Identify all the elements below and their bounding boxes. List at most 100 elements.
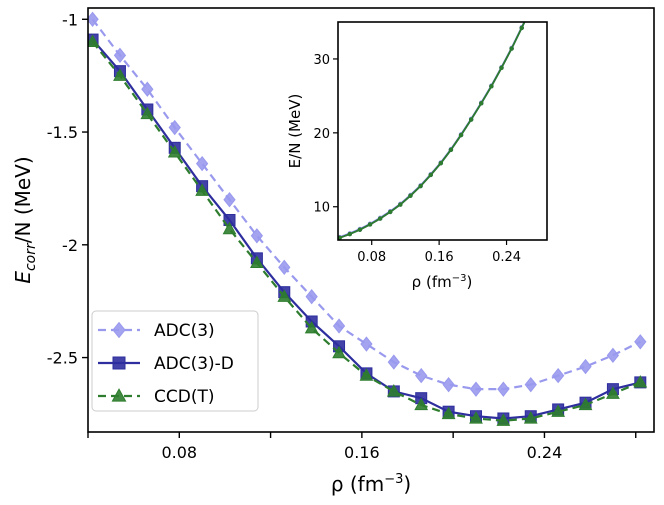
data-point-ccd-t — [140, 106, 155, 120]
data-point-ccd-t — [249, 255, 264, 269]
data-point-ccd-t — [88, 34, 100, 48]
data-point-adc-3 — [415, 367, 428, 384]
inset-data-point-ccd-t — [357, 227, 363, 232]
inset-x-label-tail: ) — [466, 273, 472, 291]
data-point-ccd-t — [167, 144, 182, 158]
inset-x-axis-label: ρ (fm−3) — [412, 273, 473, 291]
data-point-adc-3 — [223, 192, 236, 208]
main-x-label-main: ρ (fm — [331, 472, 384, 496]
inset-y-tick-label: 30 — [313, 53, 330, 68]
legend-label-adc-3-d: ADC(3)-D — [154, 354, 234, 374]
data-point-ccd-t — [113, 68, 127, 81]
inset-data-point-ccd-t — [428, 172, 433, 178]
main-y-axis-label: Ecorr/N (MeV) — [11, 156, 39, 283]
inset-data-point-ccd-t — [398, 202, 403, 207]
main-x-label-tail: ) — [403, 472, 411, 496]
data-point-adc-3 — [113, 47, 127, 64]
data-point-ccd-t — [523, 411, 538, 424]
y-tick-label: -1 — [62, 10, 78, 29]
data-point-adc-3 — [469, 381, 483, 397]
inset-data-point-ccd-t — [479, 101, 484, 106]
inset-data-point-ccd-t — [499, 65, 504, 71]
inset-y-tick-label: 20 — [313, 127, 330, 142]
data-point-adc-3 — [278, 259, 291, 276]
data-point-ccd-t — [277, 289, 292, 302]
inset-data-point-ccd-t — [338, 235, 342, 240]
data-point-adc-3 — [552, 367, 565, 384]
y-tick-label: -2 — [62, 236, 78, 255]
data-point-adc-3 — [360, 336, 373, 352]
inset-series-ccd-t — [338, 22, 526, 240]
main-x-label-sup: −3 — [384, 472, 403, 487]
inset-x-label-sup: −3 — [452, 273, 467, 284]
x-tick-label: 0.24 — [527, 443, 563, 462]
x-tick-label: 0.08 — [161, 443, 197, 462]
main-ticks: 0.08 0.16 0.24 -1 -1.5 -2 -2.5 — [47, 10, 637, 462]
data-point-ccd-t — [359, 368, 374, 381]
inset-y-tick-label: 10 — [313, 201, 330, 216]
inset-data-point-ccd-t — [367, 222, 373, 227]
data-point-adc-3 — [168, 119, 181, 136]
inset-x-tick-label: 0.16 — [425, 250, 454, 265]
data-point-ccd-t — [414, 397, 429, 411]
data-point-adc-3 — [524, 376, 537, 393]
data-point-adc-3 — [305, 289, 318, 305]
data-point-ccd-t — [551, 404, 566, 417]
legend-marker-ccd-t — [111, 388, 127, 402]
y-tick-label: -2.5 — [47, 349, 78, 368]
data-point-adc-3 — [387, 354, 400, 370]
data-point-ccd-t — [304, 320, 319, 334]
inset-data-point-ccd-t — [418, 183, 423, 189]
legend-marker-adc-3-d — [112, 356, 126, 370]
main-y-label-main: E — [11, 271, 35, 284]
inset-ticks: 0.08 0.16 0.24 10 20 30 — [313, 53, 521, 265]
inset-data-point-ccd-t — [438, 160, 444, 166]
data-point-adc-3 — [250, 228, 264, 244]
main-axes-frame — [87, 7, 655, 433]
data-point-ccd-t — [469, 411, 483, 424]
data-point-ccd-t — [195, 183, 210, 196]
data-point-ccd-t — [578, 397, 593, 411]
legend-items: ADC(3) ADC(3)-D CCD(T) — [98, 321, 234, 407]
legend-marker-adc-3 — [112, 321, 126, 339]
data-point-ccd-t — [332, 345, 346, 359]
inset-data-point-ccd-t — [408, 193, 413, 198]
inset-data-point-ccd-t — [468, 117, 474, 122]
inset-background — [338, 22, 547, 240]
legend-box — [91, 310, 259, 412]
series-ccd-t — [88, 34, 648, 426]
data-point-adc-3 — [606, 347, 620, 363]
inset-data-point-ccd-t — [519, 25, 524, 31]
inset-data-point-ccd-t — [347, 231, 352, 237]
inset-axes-frame — [337, 21, 548, 241]
data-point-adc-3 — [579, 358, 592, 375]
legend-item-adc-3-d: ADC(3)-D — [98, 354, 234, 374]
main-y-label-tail: /N (MeV) — [11, 156, 35, 243]
data-point-adc-3 — [332, 318, 346, 334]
data-point-adc-3 — [442, 376, 455, 393]
main-x-axis-label: ρ (fm−3) — [331, 472, 411, 496]
inset-series-layer — [338, 22, 526, 240]
data-point-ccd-t — [441, 406, 456, 420]
data-point-ccd-t — [633, 375, 648, 388]
inset-plot: 0.08 0.16 0.24 10 20 30 ρ (fm−3) E/N (MeV) — [286, 21, 548, 291]
inset-data-point-ccd-t — [509, 46, 514, 51]
data-point-adc-3 — [141, 81, 154, 97]
inset-data-point-ccd-t — [489, 84, 494, 89]
legend-label-adc-3: ADC(3) — [154, 321, 215, 341]
legend-item-adc-3: ADC(3) — [98, 321, 215, 341]
main-plot: 0.08 0.16 0.24-1-1.5-2-2.5 ρ (fm−3) Ecorr/… — [11, 7, 655, 496]
data-point-ccd-t — [496, 413, 511, 426]
inset-data-point-ccd-t — [458, 132, 464, 138]
main-y-label-sub: corr — [23, 242, 39, 271]
data-point-adc-3 — [634, 334, 647, 350]
inset-x-label-main: ρ (fm — [412, 273, 452, 291]
y-tick-label: -1.5 — [47, 123, 78, 142]
data-point-ccd-t — [386, 384, 401, 397]
data-point-ccd-t — [222, 221, 237, 235]
inset-y-axis-label: E/N (MeV) — [286, 94, 304, 169]
legend-label-ccd-t: CCD(T) — [154, 387, 214, 407]
data-point-adc-3 — [195, 155, 209, 172]
inset-x-tick-label: 0.24 — [492, 250, 521, 265]
